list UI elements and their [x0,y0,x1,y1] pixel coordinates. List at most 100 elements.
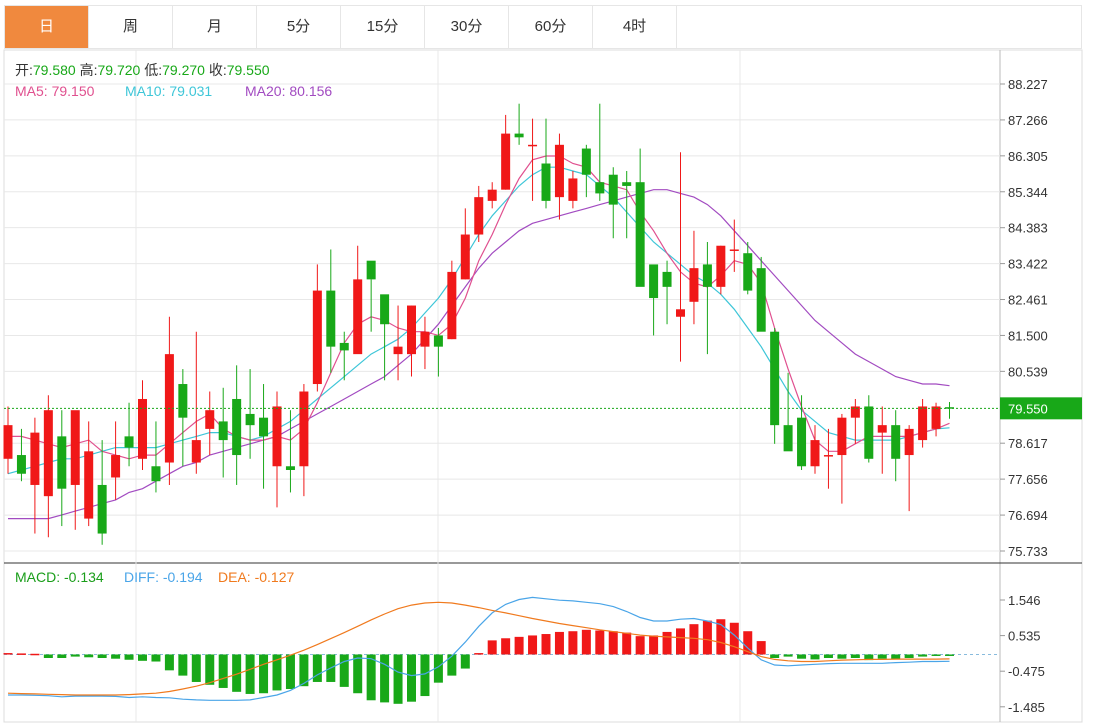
candle-body-61 [823,455,833,457]
macd-bar-20 [272,654,282,691]
macd-bar-19 [259,654,269,694]
candle-body-50 [676,309,685,317]
ma20-line [8,189,950,520]
candle-body-62 [837,417,847,456]
macd-bar-40 [541,634,551,655]
macd-bar-47 [635,636,645,655]
macd-bar-0 [3,653,13,655]
ytick-label-3: 85.344 [1008,185,1048,200]
candle-body-24 [326,290,336,347]
macd-bar-14 [191,654,201,682]
macd-bar-68 [918,654,928,657]
candle-body-10 [138,398,147,459]
macd-bar-32 [433,654,443,683]
tab-0[interactable]: 日 [5,6,89,48]
macd-bar-7 [97,654,107,658]
macd-bar-3 [43,654,53,658]
macd-bar-55 [743,631,753,655]
candle-body-57 [770,331,780,426]
macd-bar-35 [474,653,484,655]
macd-bar-69 [931,654,941,656]
last-price-badge [1000,397,1082,420]
macd-bar-22 [299,654,309,687]
ytick-label-10: 78.617 [1008,436,1048,451]
macd-bar-36 [487,640,497,655]
candle-body-69 [931,406,941,429]
macd-bar-8 [111,654,121,659]
candle-body-22 [299,391,309,467]
macd-info-2: DEA: -0.127 [218,569,294,585]
macd-bar-59 [797,654,807,659]
tab-4[interactable]: 15分 [341,6,425,48]
chart-frame [3,49,1083,723]
macd-bar-67 [904,654,914,658]
candle-body-45 [608,174,618,205]
tab-7[interactable]: 4时 [593,6,677,48]
ytick-label-5: 83.422 [1008,257,1048,272]
macd-bar-62 [837,654,847,659]
candle-body-64 [864,406,874,459]
tab-5[interactable]: 30分 [425,6,509,48]
candle-body-43 [581,148,591,175]
macd-bar-45 [608,631,618,655]
candle-body-58 [783,425,793,452]
macd-bar-27 [366,654,376,701]
candle-body-14 [191,440,201,463]
macd-bar-1 [16,653,26,655]
tab-2[interactable]: 月 [173,6,257,48]
macd-bar-70 [945,654,954,656]
macd-info-1: DIFF: -0.194 [124,569,203,585]
macd-info-0: MACD: -0.134 [15,569,104,585]
candle-body-29 [393,346,403,355]
macd-bar-38 [514,636,524,655]
candle-body-18 [245,413,255,426]
candle-body-65 [877,425,887,433]
last-price-label: 79.550 [1008,401,1048,416]
macd-bar-42 [568,631,578,655]
macd-bar-5 [70,654,80,657]
macd-bar-49 [662,631,672,655]
tab-3[interactable]: 5分 [257,6,341,48]
macd-bar-43 [581,629,591,655]
macd-bar-44 [595,630,605,655]
ma-info-0: MA5: 79.150 [15,83,95,99]
candle-body-49 [662,271,672,287]
candle-body-6 [84,451,94,519]
macd-bar-30 [407,654,416,702]
candle-body-42 [568,178,578,201]
ma-info-2: MA20: 80.156 [245,83,332,99]
macd-bar-15 [205,654,215,685]
tab-1[interactable]: 周 [89,6,173,48]
macd-bar-10 [138,654,147,661]
ohlc-key-3: 收: [209,62,227,78]
candle-body-38 [514,133,524,138]
candle-body-7 [97,484,107,534]
macd-bar-13 [178,654,188,676]
macd-bar-17 [232,654,242,692]
macd-bar-26 [353,654,363,694]
candle-body-35 [474,197,484,235]
macd-bar-46 [622,632,632,655]
macd-bar-23 [312,654,322,682]
macd-ytick-label-2: -0.475 [1008,664,1045,679]
macd-bar-2 [30,653,40,656]
ohlc-val-1: 79.720 [98,62,145,78]
ytick-label-8: 80.539 [1008,364,1048,379]
macd-bar-60 [810,654,820,660]
macd-bar-4 [57,654,67,658]
macd-bar-39 [528,635,538,655]
ytick-label-0: 88.227 [1008,77,1048,92]
tab-6[interactable]: 60分 [509,6,593,48]
candle-body-16 [218,421,228,441]
period-tabs: 日周月 5分 15分 30分 60分 4时 [4,5,1082,49]
dea-line [7,601,950,696]
macd-bar-16 [218,654,228,688]
candle-body-17 [232,398,242,456]
candle-body-4 [57,436,67,489]
ohlc-val-0: 79.580 [33,62,80,78]
candle-body-19 [259,417,269,437]
candle-body-47 [635,182,645,287]
macd-bar-53 [716,619,726,655]
candle-body-21 [285,466,295,471]
